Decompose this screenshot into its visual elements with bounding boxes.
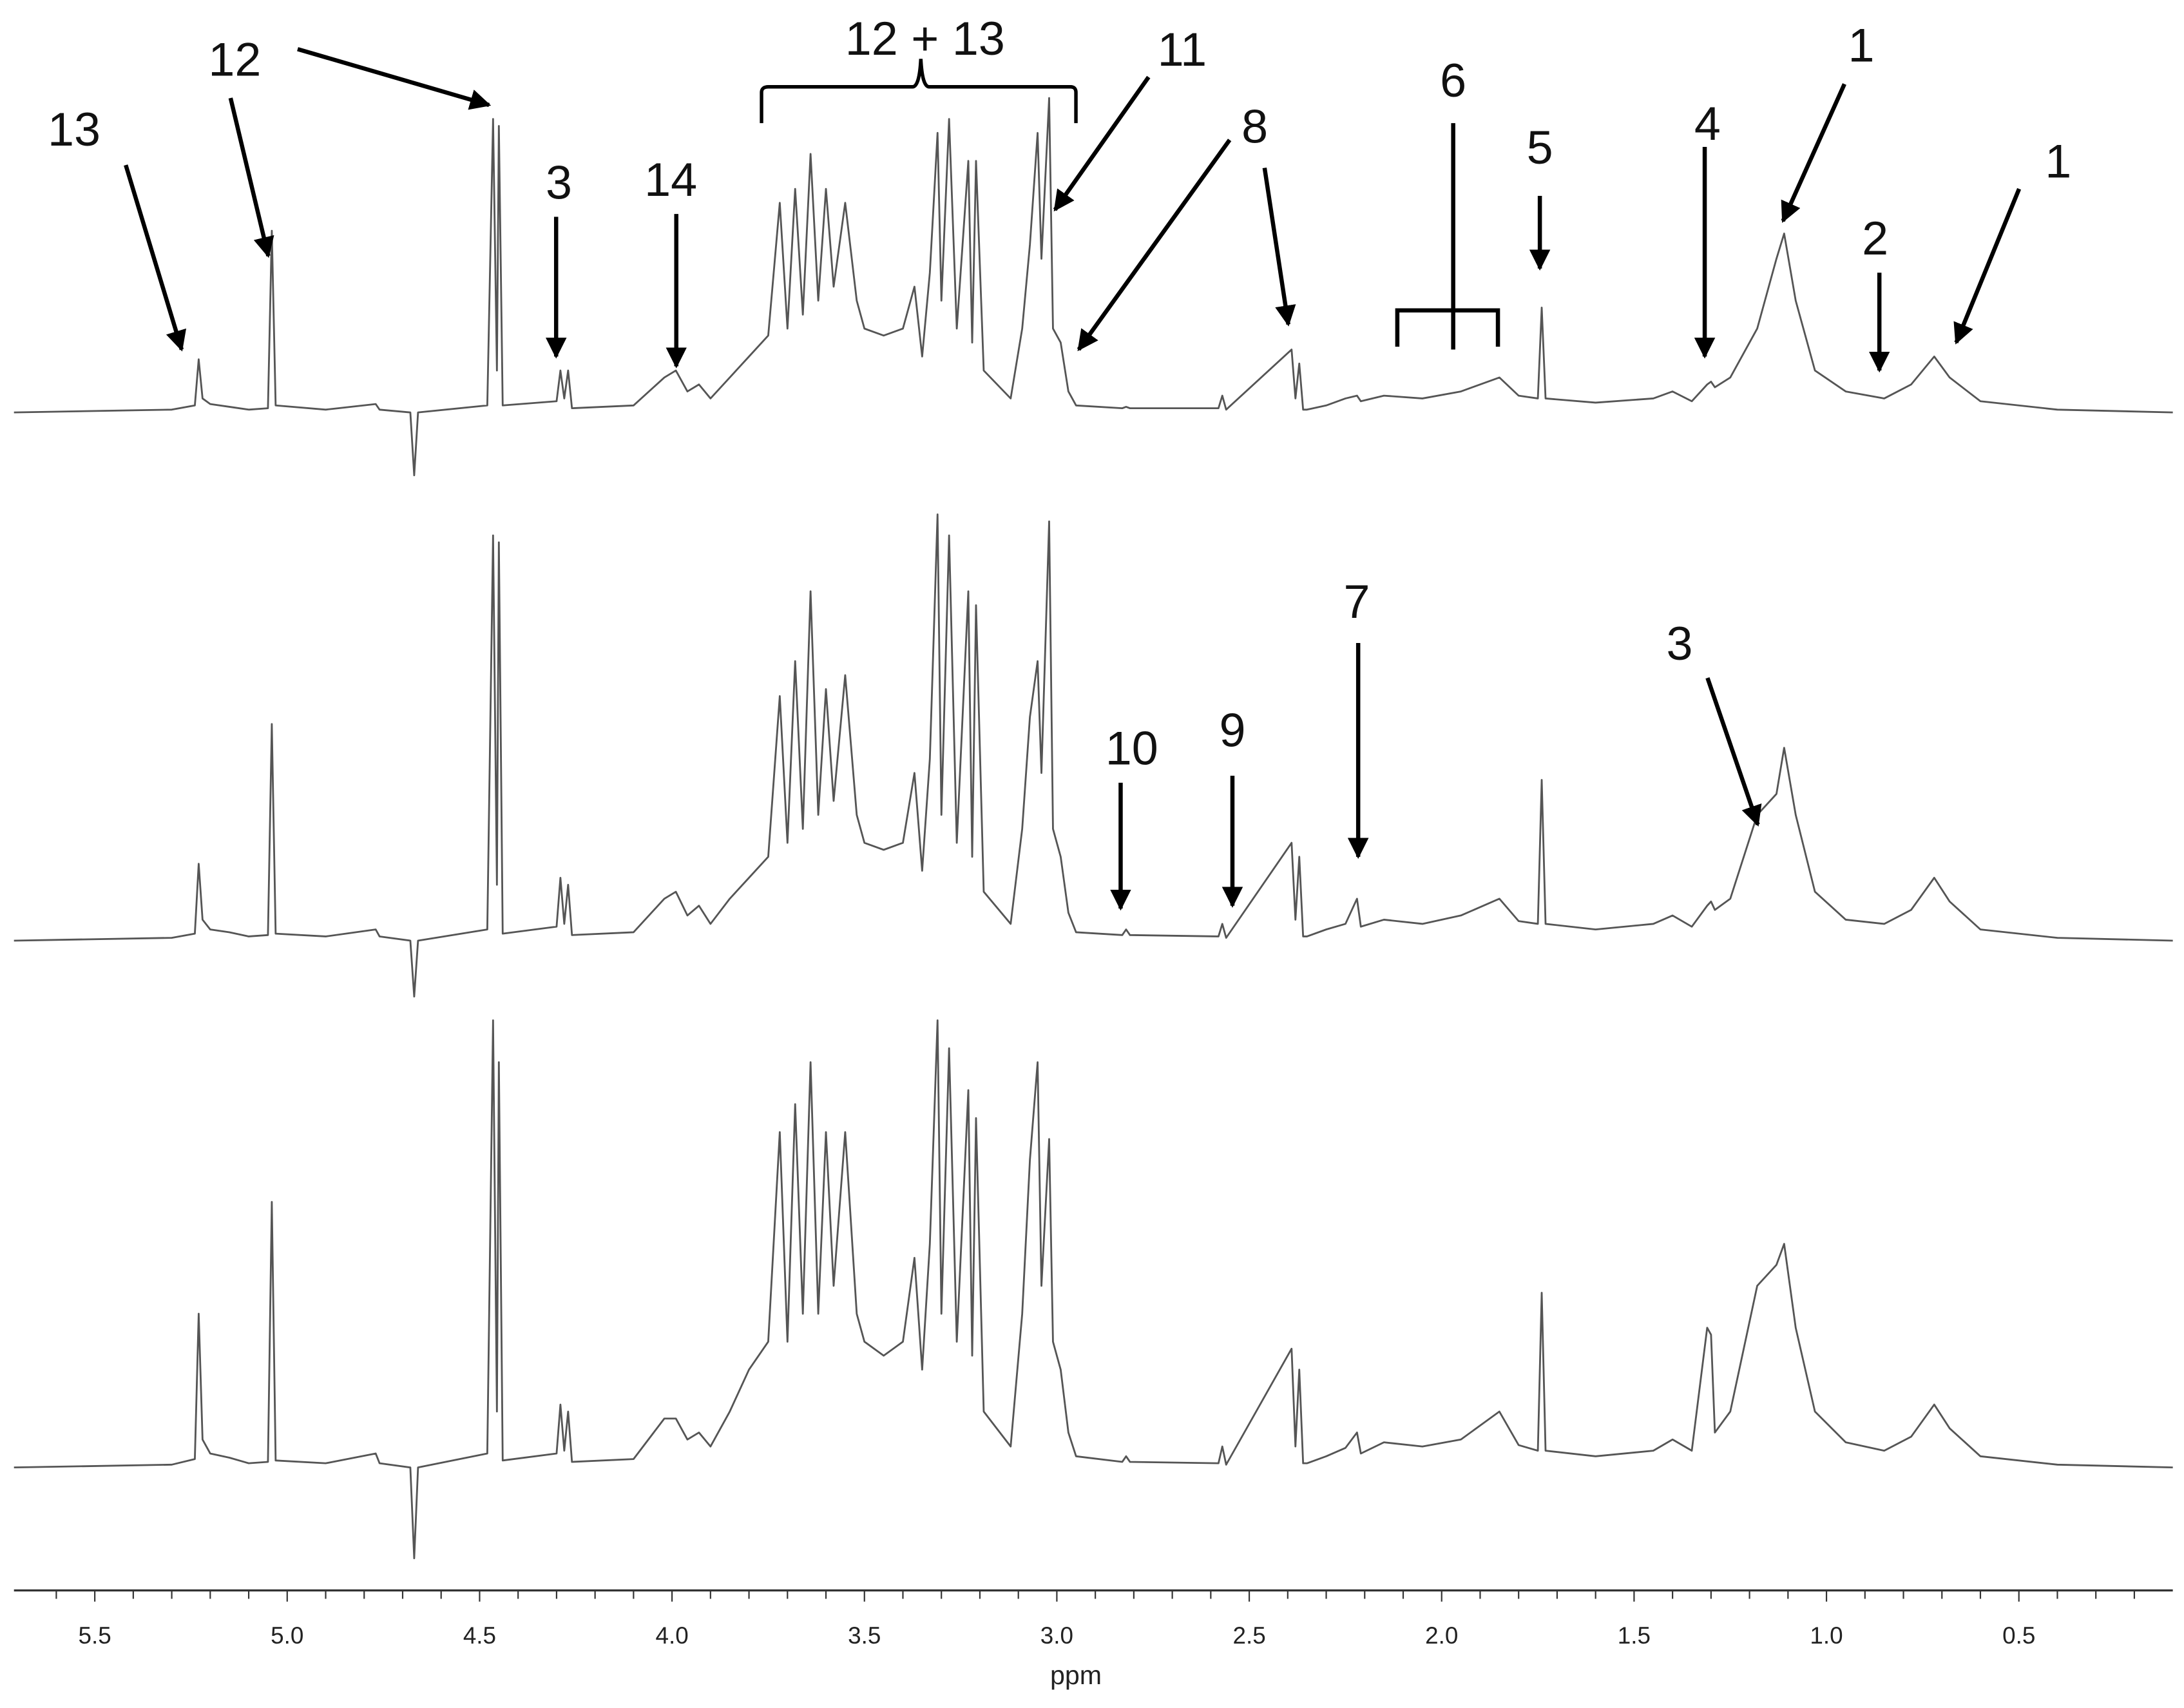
x-tick-label: 1.5 (1618, 1622, 1651, 1649)
x-tick-label: 1.0 (1810, 1622, 1843, 1649)
annotation-label: 12 + 13 (845, 12, 1005, 65)
x-tick-label: 2.0 (1425, 1622, 1458, 1649)
spectrum (14, 513, 2173, 998)
annotation-arrow (1262, 168, 1296, 327)
annotation-label: 3 (1667, 617, 1693, 670)
annotation-label: 14 (644, 153, 697, 206)
annotation-label: 2 (1862, 211, 1888, 265)
annotation-label: 1 (2045, 135, 2071, 188)
spectrum (14, 97, 2173, 477)
annotation-label: 4 (1694, 97, 1721, 150)
annotation-label: 6 (1440, 53, 1466, 107)
annotation-arrow (1953, 187, 2022, 345)
annotation-label: 11 (1158, 23, 1207, 76)
x-tick-label: 5.5 (79, 1622, 111, 1649)
x-tick-label: 5.0 (271, 1622, 303, 1649)
x-tick-label: 0.5 (2002, 1622, 2035, 1649)
annotation-arrow (1705, 677, 1762, 827)
annotation-label: 3 (546, 155, 572, 209)
annotation-bracket (1395, 123, 1500, 350)
annotation-label: 1 (1848, 19, 1874, 72)
annotation-arrow (297, 47, 492, 110)
x-tick-label: 2.5 (1232, 1622, 1265, 1649)
spectrum (14, 1019, 2173, 1560)
annotation-label: 5 (1527, 120, 1553, 174)
annotation-arrow (1781, 83, 1846, 223)
annotation-label: 7 (1344, 575, 1370, 628)
annotation-arrow (1053, 75, 1151, 212)
x-tick-label: 3.5 (848, 1622, 881, 1649)
annotation-brace (760, 59, 1078, 124)
annotation-label: 10 (1106, 722, 1158, 775)
annotation-label: 9 (1219, 703, 1245, 756)
annotation-arrow (228, 97, 274, 258)
annotation-label: 13 (48, 102, 101, 156)
annotation-arrow (1077, 139, 1232, 352)
x-tick-label: 4.0 (655, 1622, 688, 1649)
x-tick-label: 3.0 (1040, 1622, 1073, 1649)
annotation-label: 12 (208, 32, 261, 86)
annotation-arrow (124, 164, 187, 352)
annotation-label: 8 (1241, 100, 1268, 153)
x-tick-label: 4.5 (463, 1622, 496, 1649)
x-axis-label: ppm (1050, 1660, 1102, 1690)
